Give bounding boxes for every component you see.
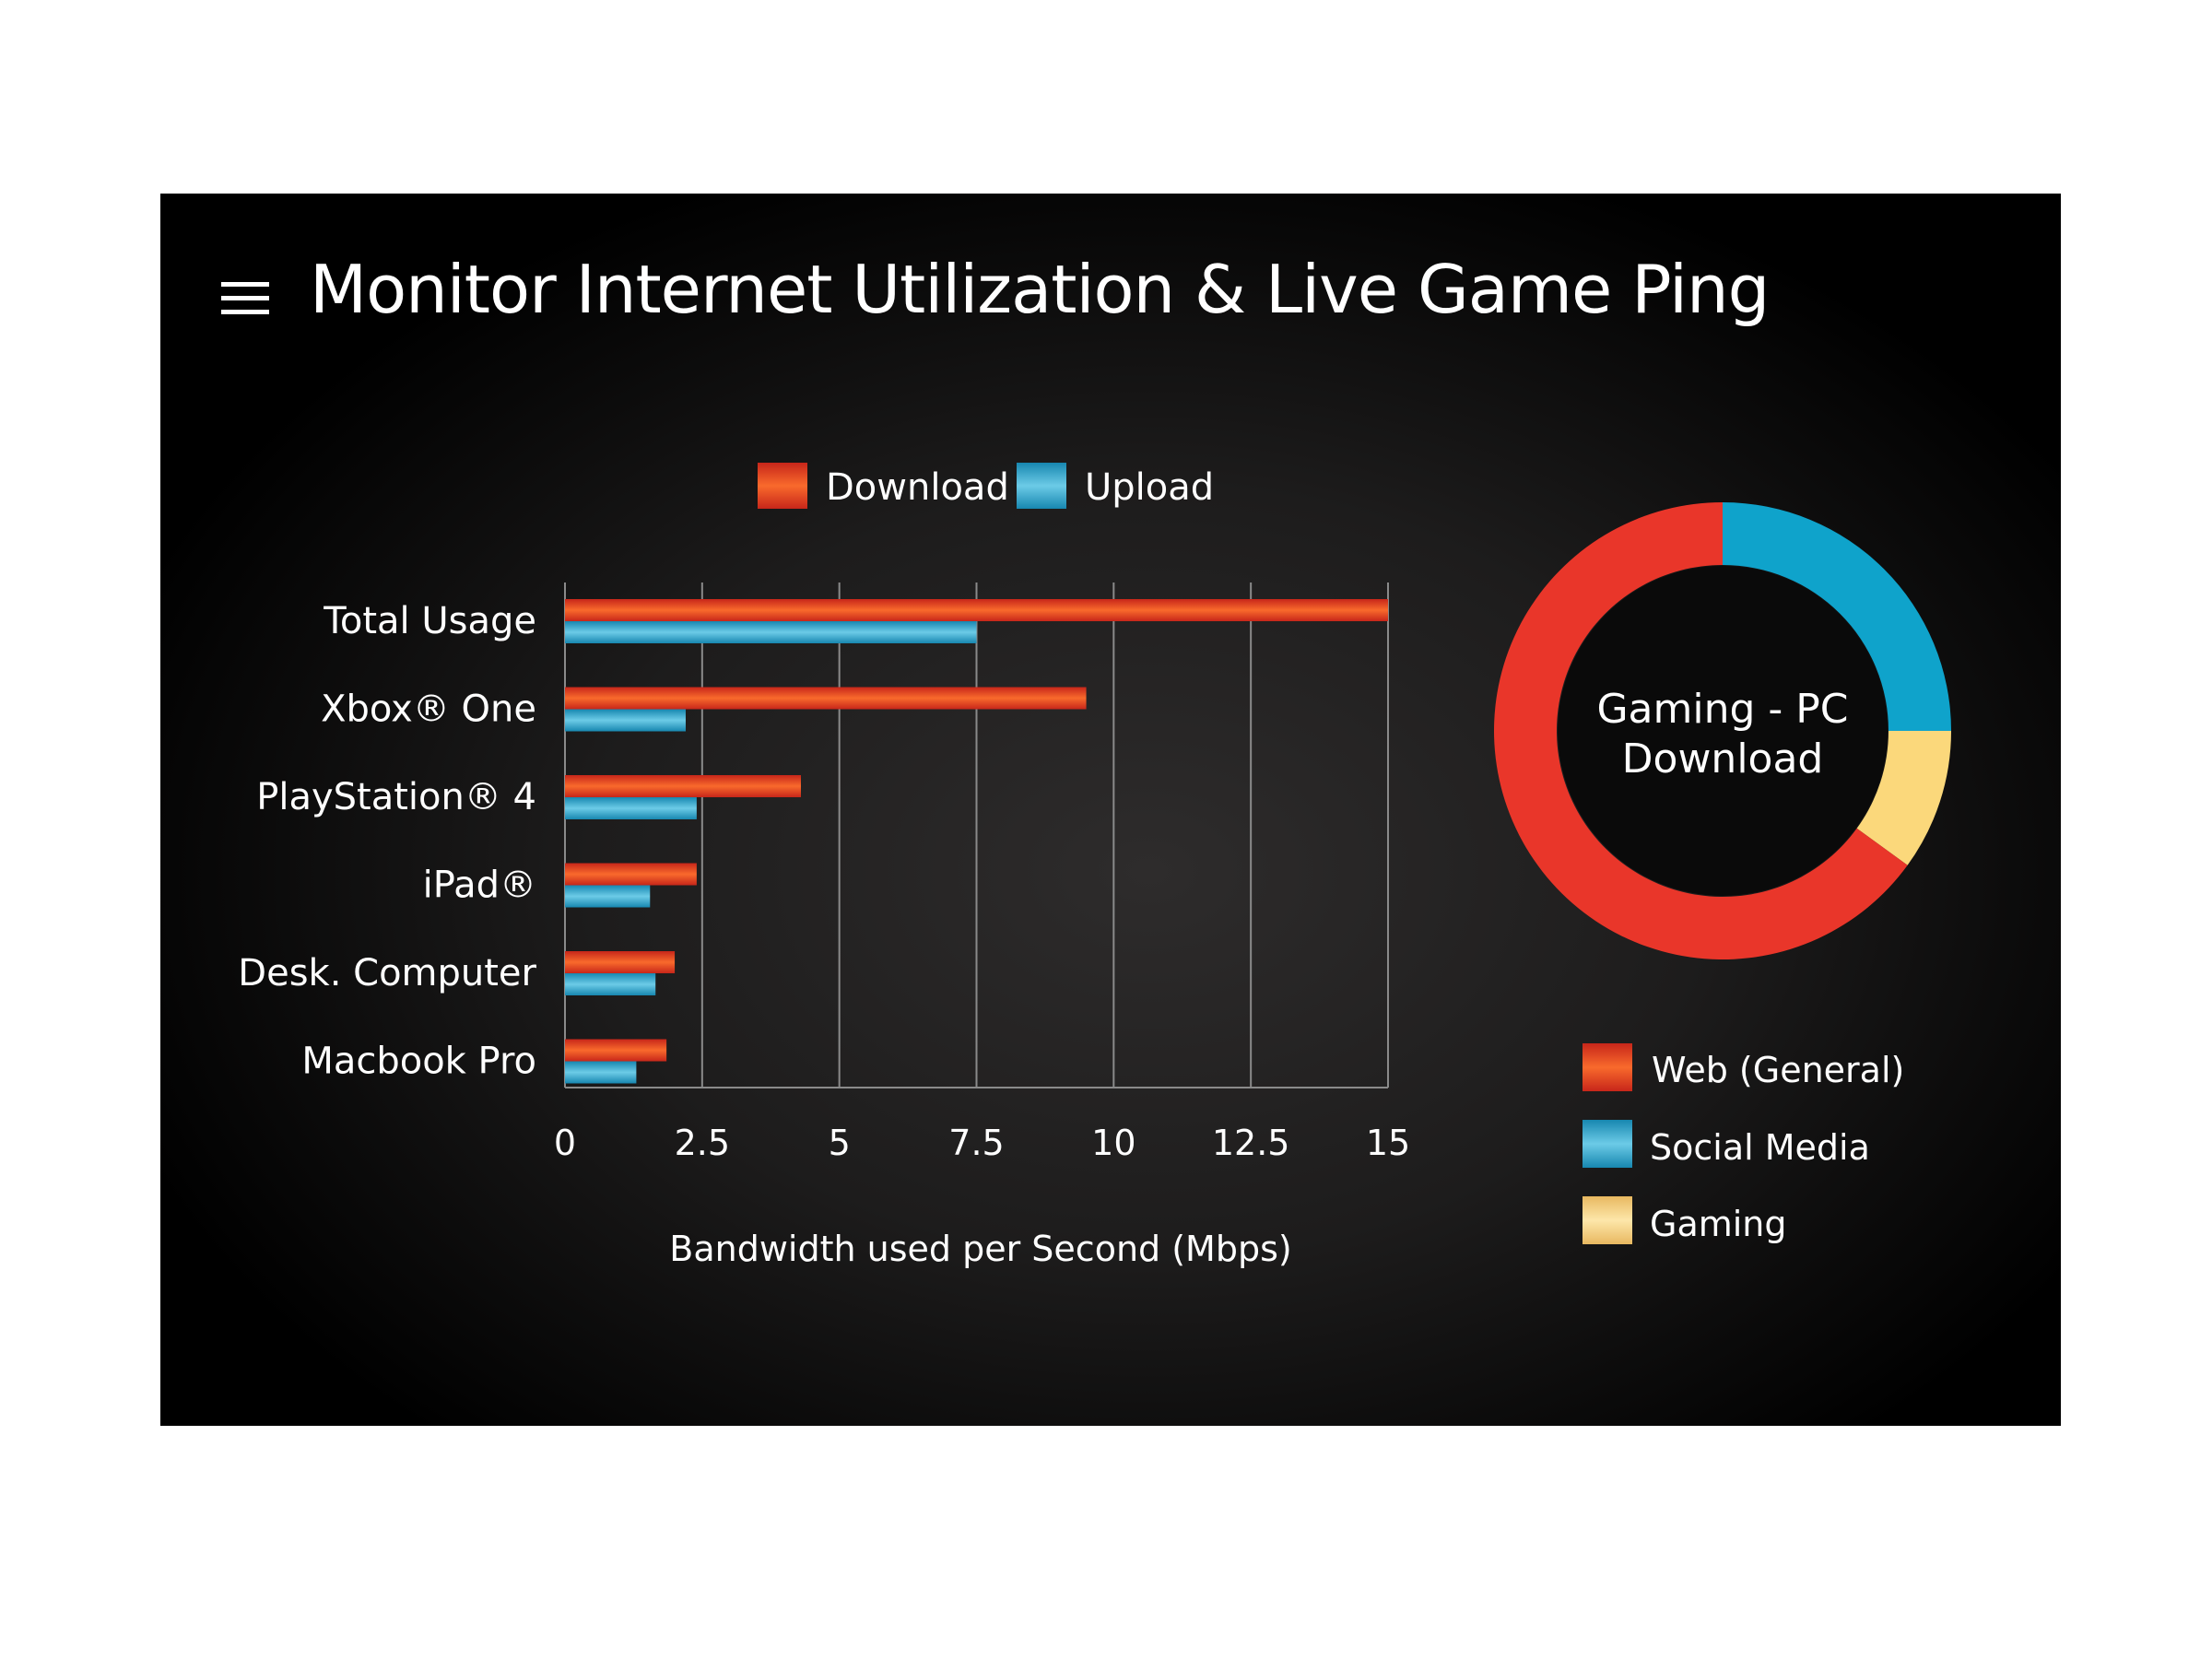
legend-swatch-download: [758, 463, 807, 509]
bar-upload: [565, 885, 651, 908]
legend-label-download: Download: [826, 466, 1009, 509]
bar-legend: Download Upload: [758, 463, 1214, 509]
x-tick-label: 5: [829, 1123, 851, 1163]
bar-upload: [565, 973, 656, 995]
bar-chart-plot: 0 2.5 5 7.5 10 12.5 15 Total Usage Xbox® One Play…: [238, 582, 1410, 1163]
category-label: Desk. Computer: [238, 952, 536, 994]
x-tick-label: 10: [1091, 1123, 1135, 1163]
donut-hole: [1558, 566, 1888, 896]
x-tick-label: 7.5: [948, 1123, 1004, 1163]
donut-center-label-line2: Download: [1622, 735, 1824, 782]
bar-upload: [565, 709, 686, 732]
legend-swatch-web: [1583, 1043, 1632, 1091]
category-label: Macbook Pro: [301, 1041, 536, 1083]
legend-swatch-social: [1583, 1120, 1632, 1168]
bar-download: [565, 863, 697, 886]
bar-download: [565, 687, 1087, 710]
bar-download: [565, 951, 676, 973]
bar-download: [565, 599, 1388, 621]
category-label: Total Usage: [323, 600, 536, 642]
legend-swatch-upload: [1017, 463, 1066, 509]
category-label: PlayStation® 4: [256, 776, 536, 818]
x-tick-label: 15: [1366, 1123, 1410, 1163]
bar-upload: [565, 1061, 637, 1084]
page-title: Monitor Internet Utilization & Live Game…: [310, 251, 1770, 328]
x-tick-label: 12.5: [1212, 1123, 1290, 1163]
donut-chart: [1494, 502, 1951, 959]
x-tick-label: 2.5: [675, 1123, 730, 1163]
donut-slice-web-general: [1494, 502, 1908, 959]
x-axis-label: Bandwidth used per Second (Mbps): [669, 1229, 1291, 1269]
bar-upload: [565, 797, 697, 819]
x-tick-label: 0: [554, 1123, 576, 1163]
donut-center-label-line1: Gaming - PC: [1596, 686, 1848, 733]
legend-label-upload: Upload: [1085, 466, 1214, 509]
bar-download: [565, 775, 801, 797]
donut-slice-gaming: [1856, 731, 1951, 865]
legend-label-gaming: Gaming: [1650, 1204, 1787, 1244]
category-label: Xbox® One: [321, 688, 536, 731]
category-label: iPad®: [423, 865, 536, 907]
legend-label-social: Social Media: [1650, 1127, 1870, 1168]
hamburger-menu-icon[interactable]: [221, 282, 269, 315]
donut-legend: Web (General) Social Media Gaming: [1583, 1043, 1904, 1244]
bar-upload: [565, 621, 977, 643]
bar-download: [565, 1039, 667, 1062]
legend-label-web: Web (General): [1652, 1050, 1904, 1090]
donut-slice-social-media: [1723, 502, 1951, 731]
legend-swatch-gaming: [1583, 1196, 1632, 1244]
